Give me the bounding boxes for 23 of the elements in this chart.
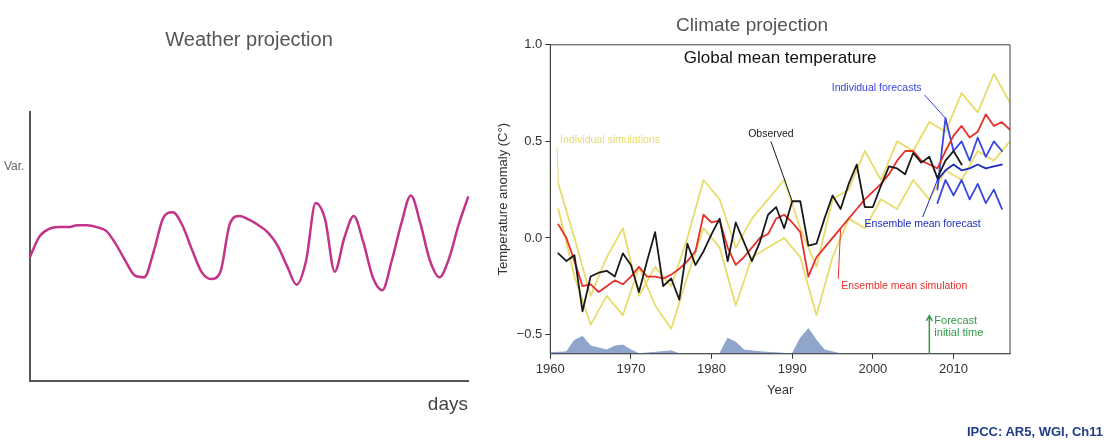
- x-tick-label: 2010: [939, 361, 968, 377]
- x-tick-label: 1960: [535, 361, 565, 377]
- x-tick-label: 1990: [777, 361, 807, 377]
- y-tick-label: −0.5: [516, 326, 543, 342]
- y-axis-title: Var.: [4, 158, 25, 173]
- x-tick-label: 1980: [697, 361, 727, 377]
- y-tick-label: 0.0: [524, 229, 543, 245]
- x-axis-title: days: [427, 392, 468, 414]
- y-tick-label: 1.0: [524, 36, 543, 52]
- text: Individual simulations: [560, 133, 660, 146]
- x-tick-label: 2000: [858, 361, 888, 377]
- ref-line-label: Forecast initial time: [934, 314, 984, 339]
- x-axis-title: Year: [766, 381, 794, 397]
- chart-title: Weather projection: [165, 27, 333, 50]
- chart-subtitle: Global mean temperature: [683, 47, 877, 67]
- x-tick-label: 1970: [616, 361, 646, 377]
- text: Observed: [748, 127, 794, 140]
- y-axis-title: Temperature anomaly (C°): [495, 123, 511, 276]
- text: Individual forecasts: [831, 80, 922, 93]
- chart-title: Climate projection: [675, 13, 829, 35]
- y-tick-label: 0.5: [524, 132, 543, 148]
- text: Ensemble mean simulation: [841, 278, 968, 291]
- text: IPCC: AR5, WGI, Ch11: [966, 424, 1103, 439]
